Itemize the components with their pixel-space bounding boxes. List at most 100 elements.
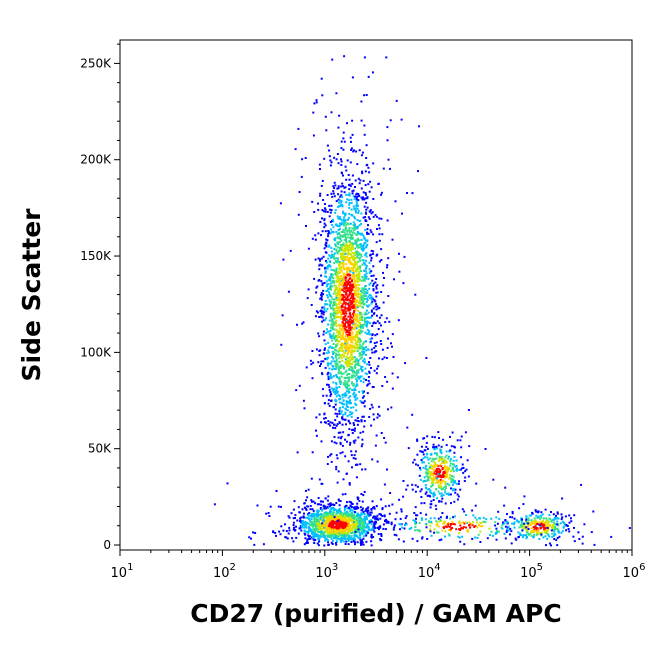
event-dot — [447, 525, 450, 528]
event-dot — [344, 212, 347, 215]
event-dot — [382, 527, 385, 530]
event-dot — [335, 245, 337, 248]
event-dot — [352, 406, 355, 409]
event-dot — [337, 436, 340, 439]
event-dot — [356, 384, 359, 387]
event-dot — [337, 394, 340, 397]
event-dot — [345, 319, 348, 322]
event-dot — [343, 512, 346, 515]
event-dot — [351, 346, 354, 349]
event-dot — [337, 290, 340, 293]
event-dot — [361, 500, 364, 503]
event-dot — [369, 521, 372, 524]
event-dot — [456, 467, 459, 470]
event-dot — [391, 372, 394, 375]
event-dot — [359, 380, 362, 382]
event-dot — [345, 169, 348, 172]
event-dot — [330, 246, 333, 249]
event-dot — [425, 522, 428, 525]
event-dot — [370, 519, 372, 522]
event-dot — [380, 193, 383, 196]
event-dot — [365, 353, 367, 356]
event-dot — [506, 529, 509, 532]
event-dot — [360, 331, 363, 334]
event-dot — [294, 514, 297, 517]
event-dot — [352, 537, 355, 540]
event-dot — [437, 475, 440, 477]
event-dot — [334, 393, 337, 395]
event-dot — [442, 467, 445, 469]
event-dot — [340, 401, 343, 404]
event-dot — [302, 515, 305, 518]
event-dot — [593, 543, 596, 546]
event-dot — [541, 513, 544, 516]
event-dot — [337, 508, 340, 511]
event-dot — [319, 349, 322, 352]
event-dot — [422, 457, 425, 460]
event-dot — [348, 350, 351, 353]
event-dot — [330, 515, 333, 517]
event-dot — [345, 529, 348, 532]
event-dot — [343, 258, 346, 261]
event-dot — [347, 460, 350, 463]
event-dot — [312, 111, 315, 114]
event-dot — [334, 542, 337, 545]
event-dot — [355, 234, 358, 236]
event-dot — [351, 242, 354, 245]
event-dot — [319, 527, 322, 530]
event-dot — [545, 525, 548, 527]
event-dot — [335, 386, 338, 389]
event-dot — [317, 516, 320, 519]
event-dot — [329, 509, 332, 512]
event-dot — [365, 265, 368, 267]
event-dot — [438, 458, 441, 461]
event-dot — [437, 444, 440, 447]
event-dot — [334, 365, 337, 368]
event-dot — [350, 517, 353, 520]
event-dot — [339, 500, 342, 503]
event-dot — [361, 172, 364, 175]
event-dot — [340, 223, 343, 226]
event-dot — [352, 189, 355, 192]
event-dot — [359, 357, 362, 360]
event-dot — [327, 525, 330, 527]
event-dot — [449, 528, 452, 531]
event-dot — [340, 219, 343, 222]
event-dot — [348, 522, 350, 525]
event-dot — [357, 507, 360, 510]
event-dot — [366, 228, 369, 231]
event-dot — [332, 343, 335, 345]
event-dot — [351, 277, 354, 280]
event-dot — [329, 519, 332, 522]
event-dot — [628, 527, 631, 529]
event-dot — [331, 223, 334, 226]
event-dot — [331, 540, 334, 542]
event-dot — [342, 316, 345, 319]
event-dot — [380, 432, 383, 434]
event-dot — [364, 229, 367, 232]
event-dot — [484, 521, 487, 524]
event-dot — [338, 504, 341, 507]
event-dot — [317, 208, 320, 211]
event-dot — [350, 402, 352, 405]
event-dot — [359, 339, 362, 342]
event-dot — [387, 521, 390, 523]
event-dot — [367, 75, 370, 78]
event-dot — [387, 337, 389, 340]
event-dot — [448, 534, 451, 537]
event-dot — [341, 528, 344, 531]
event-dot — [337, 292, 340, 295]
event-dot — [301, 158, 304, 161]
event-dot — [435, 531, 438, 534]
event-dot — [465, 514, 467, 516]
event-dot — [498, 517, 501, 520]
event-dot — [326, 210, 329, 213]
event-dot — [336, 516, 338, 519]
event-dot — [360, 187, 363, 190]
event-dot — [355, 211, 357, 214]
event-dot — [313, 519, 316, 521]
event-dot — [354, 323, 357, 326]
event-dot — [334, 272, 337, 275]
event-dot — [334, 390, 337, 393]
